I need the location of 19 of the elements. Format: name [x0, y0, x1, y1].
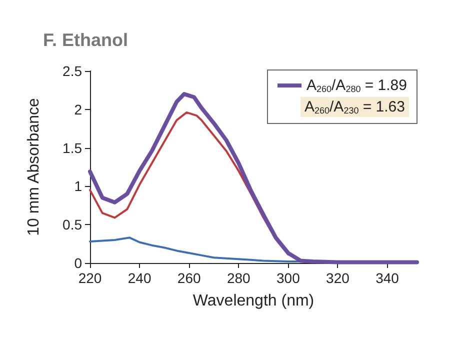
y-tick-label: 0.5: [62, 216, 82, 233]
y-tick-label: 2.5: [62, 63, 82, 79]
y-tick-label: 1.5: [62, 140, 82, 156]
legend-label: A260/A280 = 1.89: [306, 77, 408, 94]
line-series: [89, 111, 290, 256]
x-tick-label: 220: [78, 270, 102, 286]
x-axis-title: Wavelength (nm): [192, 292, 314, 310]
annotation: A260/A230 = 1.63: [304, 98, 406, 116]
y-axis-title: 10 mm Absorbance: [26, 98, 42, 236]
x-tick-label: 340: [376, 270, 400, 286]
y-tick-label: 2: [74, 101, 82, 118]
x-tick-label: 280: [226, 270, 251, 286]
x-tick-label: 240: [128, 270, 152, 286]
x-tick-label: 260: [177, 270, 201, 286]
x-tick-label: 320: [326, 270, 350, 286]
y-tick-label: 1: [74, 178, 82, 194]
chart-title: F. Ethanol: [43, 30, 128, 50]
x-tick-label: 300: [276, 270, 300, 286]
y-tick-label: 0: [74, 255, 82, 271]
